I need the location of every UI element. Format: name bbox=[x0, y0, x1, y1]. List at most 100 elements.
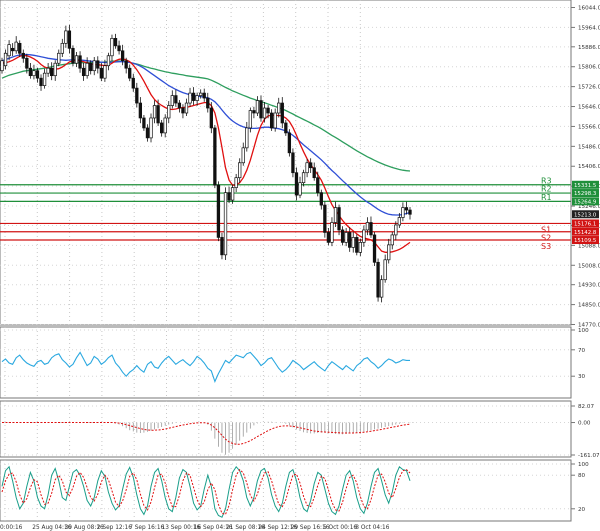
price-tick-label: 15806.0 bbox=[578, 65, 600, 71]
candle-body bbox=[262, 107, 267, 119]
time-tick-label: 5 Oct 00:16 bbox=[323, 525, 357, 531]
time-tick-label: 0:00:16 bbox=[0, 525, 23, 531]
time-tick-label: 30 Aug 08:16 bbox=[65, 525, 104, 531]
candle-body bbox=[333, 207, 338, 223]
candle-body bbox=[358, 242, 362, 253]
candle-body bbox=[376, 261, 380, 298]
candle-body bbox=[64, 30, 68, 44]
price-tick-label: 15964.0 bbox=[578, 25, 600, 31]
candle-body bbox=[131, 77, 135, 89]
candle-body bbox=[330, 222, 334, 243]
candle-body bbox=[355, 237, 359, 253]
candle-body bbox=[92, 60, 96, 72]
candle-body bbox=[145, 127, 150, 139]
price-tag-label: 15109.5 bbox=[574, 238, 596, 244]
candle-body bbox=[323, 204, 327, 233]
price-tag-box bbox=[572, 227, 599, 236]
price-tick-label: 16044.0 bbox=[578, 6, 600, 12]
candle-body bbox=[340, 229, 345, 243]
candle-body bbox=[120, 50, 125, 62]
price-tags: 15331.5 15298.3 15264.9 15213.0 15176.1 15142… bbox=[572, 180, 599, 244]
price-tick-label: 15486.0 bbox=[578, 144, 600, 150]
candle-body bbox=[142, 117, 146, 129]
candle-body bbox=[163, 117, 167, 134]
candle-body bbox=[319, 192, 323, 206]
pivot-label-r1: R1 bbox=[541, 193, 552, 202]
time-tick-label: 24 Sep 12:16 bbox=[258, 525, 297, 531]
price-tick-label: 14770.0 bbox=[578, 323, 600, 329]
candle-body bbox=[316, 177, 320, 193]
candle-body bbox=[305, 162, 309, 174]
candle-body bbox=[351, 237, 355, 248]
macd-tick-label: -161.07 bbox=[578, 453, 600, 459]
candle-body bbox=[365, 222, 370, 231]
price-tick-label: 15246.0 bbox=[578, 204, 600, 210]
price-tick-label: 15726.0 bbox=[578, 85, 600, 91]
time-tick-label: 8 Oct 04:16 bbox=[355, 525, 389, 531]
candle-body bbox=[113, 38, 118, 47]
candle-body bbox=[227, 192, 231, 201]
candle-body bbox=[0, 60, 4, 72]
candle-body bbox=[248, 110, 252, 129]
candle-body bbox=[294, 172, 299, 196]
candle-body bbox=[252, 110, 256, 114]
macd-signal bbox=[2, 422, 411, 445]
candle-body bbox=[46, 67, 50, 74]
candle-body bbox=[273, 112, 277, 129]
candle-body bbox=[269, 112, 274, 129]
candle-body bbox=[81, 67, 86, 77]
candle-body bbox=[167, 105, 171, 119]
candle-body bbox=[191, 92, 196, 101]
pivot-label-r2: R2 bbox=[541, 185, 552, 194]
stochastic-tick-label: 80 bbox=[578, 473, 586, 479]
price-tag-label: 15298.3 bbox=[574, 191, 596, 197]
candle-body bbox=[326, 232, 331, 243]
candle-body bbox=[298, 182, 302, 196]
price-tag-label: 15142.8 bbox=[574, 230, 597, 236]
time-tick-label: 7 Sep 16:16 bbox=[129, 525, 164, 531]
candle-body bbox=[28, 67, 33, 77]
candle-body bbox=[408, 209, 412, 215]
stochastic-panel: 100 80 20 bbox=[0, 459, 589, 522]
candle-body bbox=[53, 62, 57, 77]
candle-body bbox=[78, 55, 82, 69]
stochastic-tick-label: 20 bbox=[578, 507, 586, 513]
candle-body bbox=[348, 232, 352, 248]
candle-body bbox=[309, 162, 313, 169]
ma-mid-line bbox=[1, 53, 411, 216]
candle-body bbox=[184, 102, 189, 114]
candle-body bbox=[362, 229, 366, 243]
pivot-label-r3: R3 bbox=[541, 176, 552, 185]
candle-body bbox=[110, 38, 114, 57]
candle-body bbox=[85, 62, 89, 77]
candle-body bbox=[25, 57, 29, 69]
price-tag-label: 15213.0 bbox=[574, 212, 597, 218]
candle-body bbox=[89, 62, 93, 72]
price-tag-box bbox=[572, 189, 599, 198]
candle-body bbox=[10, 47, 15, 52]
rsi-series bbox=[1, 351, 410, 384]
rsi-tick-label: 30 bbox=[578, 374, 586, 380]
candle-body bbox=[394, 224, 398, 236]
candle-body bbox=[255, 100, 260, 114]
time-tick-label: 21 Sep 08:16 bbox=[226, 525, 265, 531]
rsi-tick-label: 100 bbox=[578, 328, 589, 334]
candle-body bbox=[291, 152, 295, 174]
candle-body bbox=[103, 65, 107, 79]
candle-body bbox=[372, 234, 377, 263]
pivot-label-s2: S2 bbox=[541, 234, 551, 243]
ma-fast-line bbox=[1, 54, 411, 253]
candle-body bbox=[312, 167, 316, 179]
macd-tick-label: 82.07 bbox=[578, 404, 594, 410]
candle-body bbox=[266, 107, 270, 114]
candle-body bbox=[124, 60, 128, 69]
candle-body bbox=[50, 67, 54, 77]
candle-body bbox=[106, 55, 111, 67]
candles bbox=[0, 24, 412, 303]
time-tick-label: 13 Sep 00:16 bbox=[162, 525, 201, 531]
price-tag-box bbox=[572, 210, 599, 219]
candle-body bbox=[209, 107, 213, 129]
time-tick-label: 25 Aug 04:16 bbox=[32, 525, 71, 531]
